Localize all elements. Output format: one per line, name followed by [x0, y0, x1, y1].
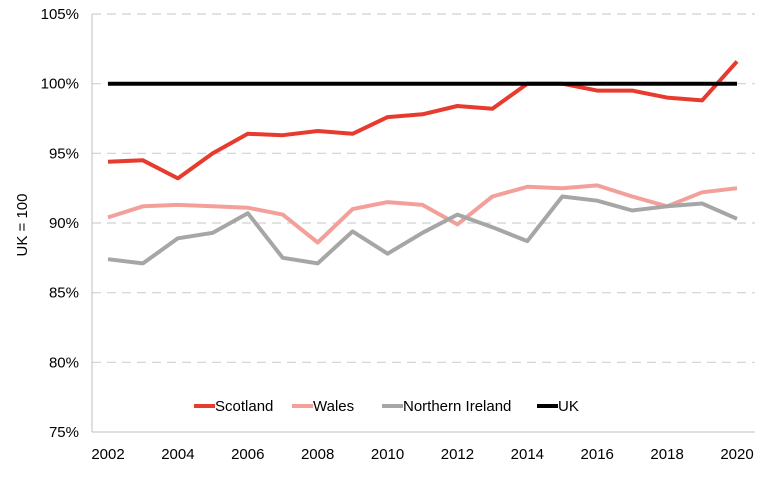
y-tick-label: 95% [49, 145, 79, 162]
y-tick-label: 105% [41, 6, 79, 23]
series-lines [107, 60, 739, 266]
x-tick-label: 2004 [161, 446, 194, 463]
y-tick-label: 90% [49, 215, 79, 232]
y-tick-label: 80% [49, 354, 79, 371]
y-tick-label: 75% [49, 424, 79, 441]
x-axis-ticks: 2002 2004 2006 2008 2010 2012 2014 2016 2018 2020 [91, 446, 753, 463]
legend-label-northern-ireland: Northern Ireland [403, 398, 511, 415]
x-tick-label: 2014 [511, 446, 544, 463]
legend: Scotland Wales Northern Ireland UK [194, 398, 579, 415]
legend-label-uk: UK [558, 398, 579, 415]
x-tick-label: 2010 [371, 446, 404, 463]
axes [91, 14, 755, 433]
y-tick-label: 100% [41, 76, 79, 93]
legend-label-scotland: Scotland [215, 398, 273, 415]
x-tick-label: 2012 [441, 446, 474, 463]
x-tick-label: 2020 [720, 446, 753, 463]
y-tick-label: 85% [49, 285, 79, 302]
y-axis-label: UK = 100 [14, 194, 31, 257]
y-axis-ticks: 75% 80% 85% 90% 95% 100% 105% [41, 6, 79, 441]
series-line-northern-ireland [107, 194, 738, 266]
x-tick-label: 2016 [581, 446, 614, 463]
x-tick-label: 2018 [650, 446, 683, 463]
series-line-wales [107, 183, 738, 245]
legend-label-wales: Wales [313, 398, 354, 415]
gridlines [92, 13, 755, 363]
series-line-scotland [107, 60, 739, 181]
x-tick-label: 2008 [301, 446, 334, 463]
x-tick-label: 2006 [231, 446, 264, 463]
x-tick-label: 2002 [91, 446, 124, 463]
